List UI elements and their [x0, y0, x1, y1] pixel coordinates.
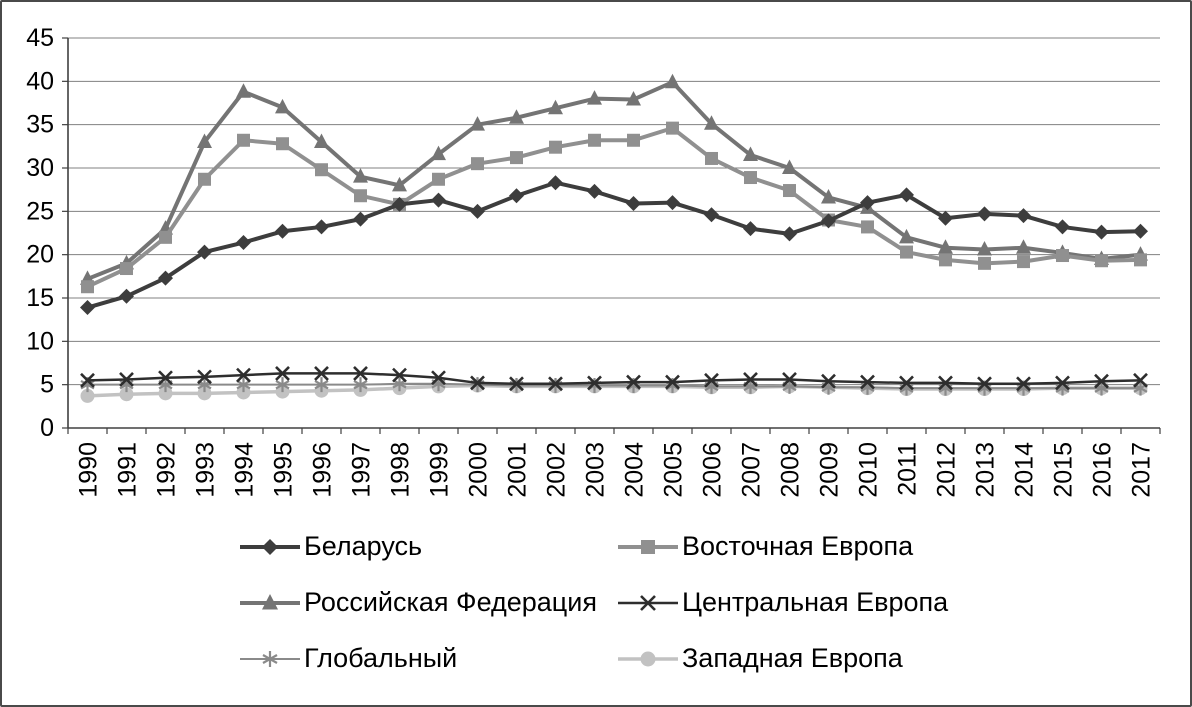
series-central-europe	[80, 365, 1148, 392]
x-axis-labels: 1990 1991 1992 1993 1994 1995 1996 1997 1998 1999…	[75, 442, 1156, 498]
x-tick-label: 2000	[465, 442, 493, 498]
x-tick-label: 1995	[270, 442, 298, 498]
y-tick-label: 5	[40, 371, 54, 399]
x-tick-label: 2011	[894, 442, 922, 496]
x-tick-label: 2016	[1089, 442, 1117, 498]
axes	[62, 37, 1161, 434]
x-tick-label: 2002	[543, 442, 571, 498]
x-tick-label: 2007	[738, 442, 766, 498]
legend-label-russian-federation: Российская Федерация	[304, 587, 597, 617]
legend-label-eastern-europe: Восточная Европа	[682, 531, 914, 561]
series-eastern-europe	[81, 121, 1147, 294]
legend-label-central-europe: Центральная Европа	[682, 587, 949, 617]
legend-label-global: Глобальный	[304, 643, 458, 673]
legend-item-western-europe: Западная Европа	[617, 645, 953, 672]
series-layer	[80, 73, 1148, 403]
x-tick-label: 1993	[192, 442, 220, 498]
y-tick-label: 0	[40, 414, 54, 442]
x-tick-label: 2012	[933, 442, 961, 498]
x-tick-label: 1990	[75, 442, 103, 498]
legend-marker-asterisk-icon	[240, 650, 300, 667]
y-tick-label: 25	[26, 197, 54, 225]
legend-marker-triangle-icon	[240, 593, 300, 609]
legend-marker-x-icon	[618, 594, 678, 611]
y-tick-label: 20	[26, 241, 54, 269]
x-tick-label: 2009	[816, 442, 844, 498]
legend-marker-diamond-icon	[240, 538, 300, 555]
x-tick-label: 2006	[699, 442, 727, 498]
x-tick-label: 2008	[777, 442, 805, 498]
y-tick-label: 35	[26, 111, 54, 139]
legend-item-global: Глобальный	[239, 645, 617, 672]
y-axis-labels: 0 5 10 15 20 25 30 35 40 45	[26, 24, 54, 442]
x-tick-label: 1997	[348, 442, 376, 498]
legend-label-belarus: Беларусь	[304, 531, 423, 561]
y-tick-label: 45	[26, 24, 54, 52]
legend-marker-square-icon	[618, 539, 678, 554]
legend-item-belarus: Беларусь	[239, 533, 617, 560]
y-tick-label: 10	[26, 327, 54, 355]
x-tick-label: 2010	[855, 442, 883, 498]
y-tick-label: 15	[26, 284, 54, 312]
series-belarus	[80, 175, 1148, 316]
legend-item-russian-federation: Российская Федерация	[239, 589, 617, 616]
x-tick-label: 2003	[582, 442, 610, 498]
x-tick-label: 2005	[660, 442, 688, 498]
x-tick-label: 1999	[426, 442, 454, 498]
legend-item-central-europe: Центральная Европа	[617, 589, 953, 616]
x-tick-label: 2017	[1128, 442, 1156, 498]
x-tick-label: 2014	[1011, 442, 1039, 498]
x-tick-label: 1998	[387, 442, 415, 498]
x-tick-label: 2004	[621, 442, 649, 498]
y-tick-label: 40	[26, 67, 54, 95]
x-tick-label: 1991	[114, 442, 142, 498]
legend-label-western-europe: Западная Европа	[682, 643, 903, 673]
x-tick-label: 2013	[972, 442, 1000, 498]
x-tick-label: 1992	[153, 442, 181, 498]
x-tick-label: 1994	[231, 442, 259, 498]
x-tick-label: 2001	[504, 442, 532, 498]
chart-legend: Беларусь Восточная Европа Российская Федер…	[2, 533, 1190, 672]
legend-item-eastern-europe: Восточная Европа	[617, 533, 953, 560]
legend-marker-circle-icon	[618, 651, 678, 666]
series-russian-federation	[80, 73, 1148, 285]
y-tick-label: 30	[26, 154, 54, 182]
gridlines	[68, 37, 1160, 386]
x-tick-label: 1996	[309, 442, 337, 498]
x-tick-label: 2015	[1050, 442, 1078, 498]
